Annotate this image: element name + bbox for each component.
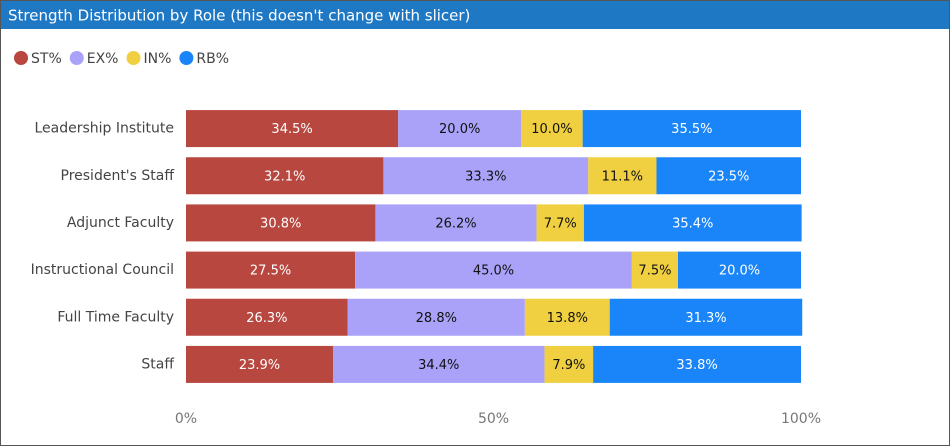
data-label: 33.3% (465, 169, 506, 184)
data-label: 32.1% (264, 169, 305, 184)
y-tick-label: Leadership Institute (34, 121, 174, 137)
bar-segment (588, 157, 657, 195)
bar-segment (524, 298, 610, 336)
bar-segment (583, 204, 802, 242)
bar-segment (186, 157, 384, 195)
data-label: 10.0% (531, 122, 572, 137)
bar-segment (375, 204, 537, 242)
data-label: 7.9% (552, 358, 585, 373)
x-tick-label: 50% (478, 411, 509, 427)
legend-swatch (126, 51, 141, 65)
data-label: 20.0% (719, 264, 760, 279)
bar-segment (355, 251, 632, 289)
data-label: 45.0% (473, 264, 514, 279)
data-label: 28.8% (416, 311, 457, 326)
bar-segment (186, 345, 333, 383)
y-tick-label: President's Staff (61, 168, 175, 184)
legend-label: RB% (196, 51, 229, 67)
bar-segment (347, 298, 525, 336)
bar-segment (536, 204, 584, 242)
y-tick-label: Staff (141, 356, 174, 372)
legend-label: IN% (144, 51, 172, 67)
data-label: 35.5% (671, 122, 712, 137)
data-label: 34.4% (418, 358, 459, 373)
x-tick-label: 0% (175, 411, 197, 427)
y-tick-label: Full Time Faculty (57, 309, 174, 325)
data-label: 34.5% (271, 122, 312, 137)
data-label: 33.8% (676, 358, 717, 373)
bar-segment (631, 251, 678, 289)
data-label: 31.3% (685, 311, 726, 326)
bar-segment (186, 110, 399, 148)
bar-segment (544, 345, 594, 383)
data-label: 23.9% (239, 358, 280, 373)
x-tick-label: 100% (781, 411, 821, 427)
legend-label: ST% (31, 51, 62, 67)
data-label: 20.0% (439, 122, 480, 137)
data-label: 27.5% (250, 264, 291, 279)
data-label: 11.1% (602, 169, 643, 184)
data-label: 7.5% (638, 264, 671, 279)
data-label: 7.7% (544, 216, 577, 231)
bar-segment (383, 157, 589, 195)
bar-segment (186, 204, 376, 242)
legend-swatch (69, 51, 84, 65)
data-label: 35.4% (672, 216, 713, 231)
bar-segment (332, 345, 545, 383)
legend-swatch (179, 51, 194, 65)
y-tick-label: Adjunct Faculty (67, 215, 174, 231)
chart-title: Strength Distribution by Role (this does… (8, 7, 470, 25)
data-label: 23.5% (708, 169, 749, 184)
data-label: 26.2% (435, 216, 476, 231)
legend-label: EX% (87, 51, 119, 67)
bar-segment (593, 345, 801, 383)
title-bar (1, 1, 949, 29)
data-label: 26.3% (246, 311, 287, 326)
data-label: 30.8% (260, 216, 301, 231)
y-tick-label: Instructional Council (31, 262, 174, 278)
bar-segment (186, 251, 356, 289)
legend-swatch (14, 51, 28, 65)
bar-segment (678, 251, 801, 289)
bar-segment (609, 298, 803, 336)
data-label: 13.8% (547, 311, 588, 326)
bar-segment (582, 110, 801, 148)
bar-segment (656, 157, 801, 195)
bar-segment (398, 110, 522, 148)
bar-segment (521, 110, 583, 148)
bar-segment (186, 298, 348, 336)
